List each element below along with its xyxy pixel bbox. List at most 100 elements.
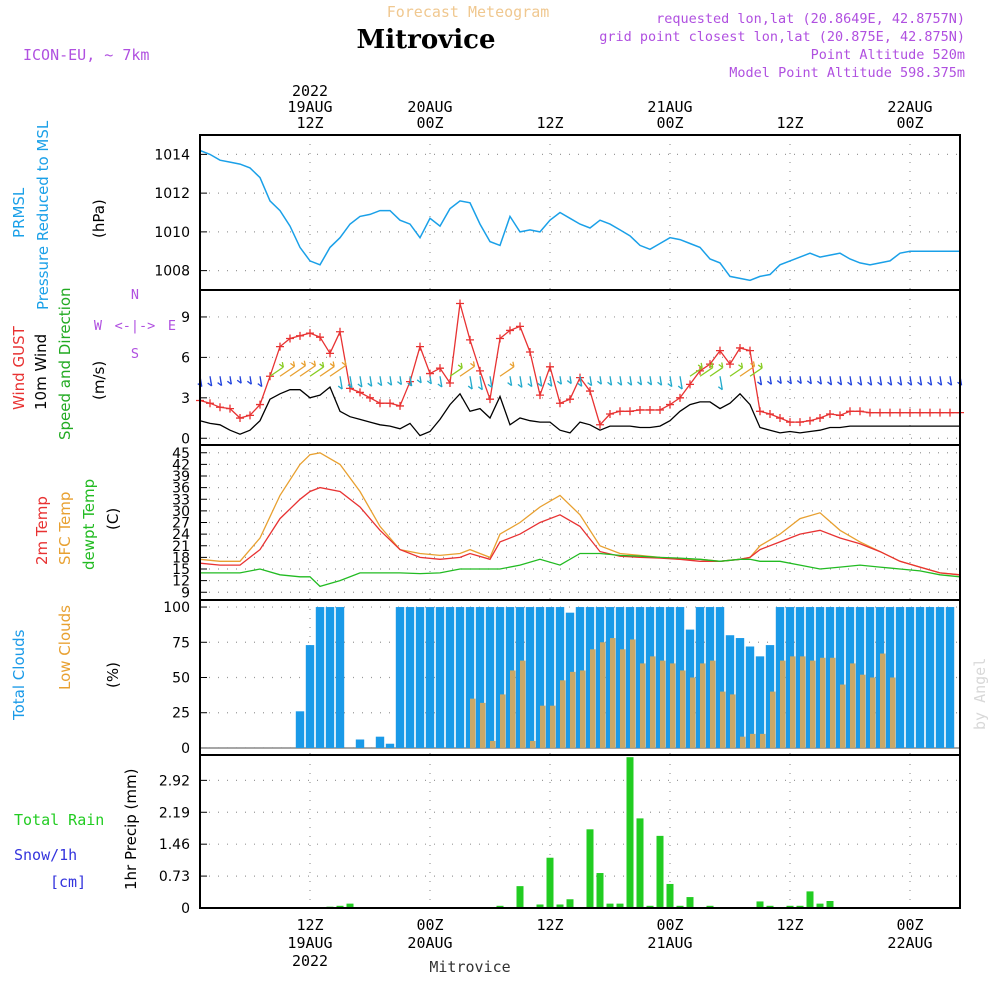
wind-direction-arrow <box>279 361 296 377</box>
y-tick-label: 0 <box>181 431 190 447</box>
low-cloud-bar <box>890 677 896 748</box>
gust-marker <box>386 399 394 408</box>
gust-marker <box>226 404 234 413</box>
y-tick-label: 50 <box>172 671 190 687</box>
wind-direction-arrow <box>717 376 723 391</box>
low-cloud-bar <box>620 649 626 748</box>
wind-direction-arrow <box>947 376 953 386</box>
wind-unit: (m/s) <box>90 361 108 400</box>
time-label-top: 2022 <box>292 82 328 100</box>
rain-bar <box>346 903 354 908</box>
wind-direction-arrow <box>527 376 533 388</box>
wind-direction-arrow <box>766 376 773 385</box>
total-cloud-bar <box>465 607 475 748</box>
total-cloud-bar <box>375 736 385 748</box>
cloud-label-total: Total Clouds <box>10 629 28 721</box>
rain-bar <box>616 903 624 908</box>
wind-direction-arrow <box>426 376 432 385</box>
rain-bar <box>336 905 344 908</box>
gust-marker <box>416 342 424 351</box>
wind-direction-arrow <box>806 376 812 385</box>
cloud-ylabel: Total Clouds Low Clouds (%) <box>10 605 122 721</box>
gust-marker <box>866 408 874 417</box>
y-tick-label: 21 <box>172 539 190 555</box>
rain-bar <box>606 903 614 908</box>
gust-marker <box>466 335 474 344</box>
wind-direction-arrow <box>857 376 863 386</box>
total-cloud-bar <box>945 607 955 748</box>
wind-direction-arrow <box>887 376 893 386</box>
y-tick-label: 6 <box>181 350 190 366</box>
total-cloud-bar <box>355 739 365 748</box>
time-label-bottom: 12Z <box>296 916 323 934</box>
total-cloud-bar <box>405 607 415 748</box>
wind-direction-arrow <box>319 361 335 377</box>
gust-marker <box>826 410 834 418</box>
wind-direction-arrow <box>699 362 714 377</box>
wind-direction-arrow <box>547 376 553 387</box>
gust-marker <box>736 343 744 352</box>
rain-bar <box>676 905 684 908</box>
time-label-bottom: 2022 <box>292 952 328 970</box>
total-cloud-bar <box>455 607 465 748</box>
low-cloud-bar <box>660 660 666 748</box>
y-tick-label: 100 <box>163 600 190 616</box>
wind-direction-arrow <box>487 376 493 388</box>
temp-label-2m: 2m Temp <box>33 496 51 565</box>
grid-point-coords: grid point closest lon,lat (20.875E, 42.… <box>599 29 965 45</box>
gust-marker <box>876 408 884 417</box>
gust-marker <box>626 407 634 416</box>
low-cloud-bar <box>600 642 606 748</box>
panel-frame <box>199 134 961 291</box>
low-cloud-bar <box>540 705 546 748</box>
y-tick-label: 75 <box>172 635 190 651</box>
y-tick-label: 1.46 <box>159 837 190 853</box>
pressure-unit: (hPa) <box>90 199 108 238</box>
gust-marker <box>896 408 904 417</box>
wind-direction-arrow <box>786 376 792 385</box>
time-label-top: 21AUG <box>647 98 692 116</box>
time-label-top: 19AUG <box>287 98 332 116</box>
rain-bar <box>796 905 804 908</box>
wind-direction-arrow <box>796 376 802 385</box>
station-title: Mitrovice <box>356 25 495 55</box>
total-cloud-bar <box>735 638 745 748</box>
wind-direction-arrow <box>437 376 443 388</box>
gust-marker <box>396 401 404 410</box>
wind-direction-arrow <box>507 376 513 387</box>
y-tick-label: 12 <box>172 574 190 590</box>
gust-marker <box>446 379 454 387</box>
wind-direction-arrow <box>647 376 653 386</box>
rain-bar <box>496 905 504 908</box>
gust-marker <box>916 408 924 417</box>
time-label-top: 12Z <box>296 114 323 132</box>
rain-bar <box>566 899 574 908</box>
total-cloud-bar <box>425 607 435 748</box>
footer-station: Mitrovice <box>429 958 510 976</box>
gust-marker <box>536 391 544 400</box>
low-cloud-bar <box>750 733 756 748</box>
y-tick-label: 2.92 <box>159 773 190 789</box>
low-cloud-bar <box>650 656 656 748</box>
gust-marker <box>716 346 724 355</box>
wind-direction-arrow <box>299 360 316 377</box>
gust-marker <box>646 405 654 414</box>
gust-marker <box>306 329 314 338</box>
gust-marker <box>776 414 784 423</box>
precip-ylabel: Total Rain Snow/1h [cm] 1hr Precip (mm) <box>14 769 140 891</box>
wind-direction-arrow <box>907 376 913 386</box>
total-cloud-bar <box>485 607 495 748</box>
time-label-bottom: 22AUG <box>887 934 932 952</box>
total-cloud-bar <box>495 607 505 748</box>
gust-marker <box>216 403 224 412</box>
low-cloud-bar <box>870 677 876 748</box>
gust-marker <box>246 411 254 420</box>
y-tick-label: 9 <box>181 310 190 326</box>
sfc-temp-line <box>199 452 961 576</box>
total-cloud-bar <box>915 607 925 748</box>
time-label-top: 20AUG <box>407 98 452 116</box>
wind-direction-arrow <box>367 376 373 387</box>
wind-direction-arrow <box>816 376 823 385</box>
time-label-top: 00Z <box>656 114 683 132</box>
